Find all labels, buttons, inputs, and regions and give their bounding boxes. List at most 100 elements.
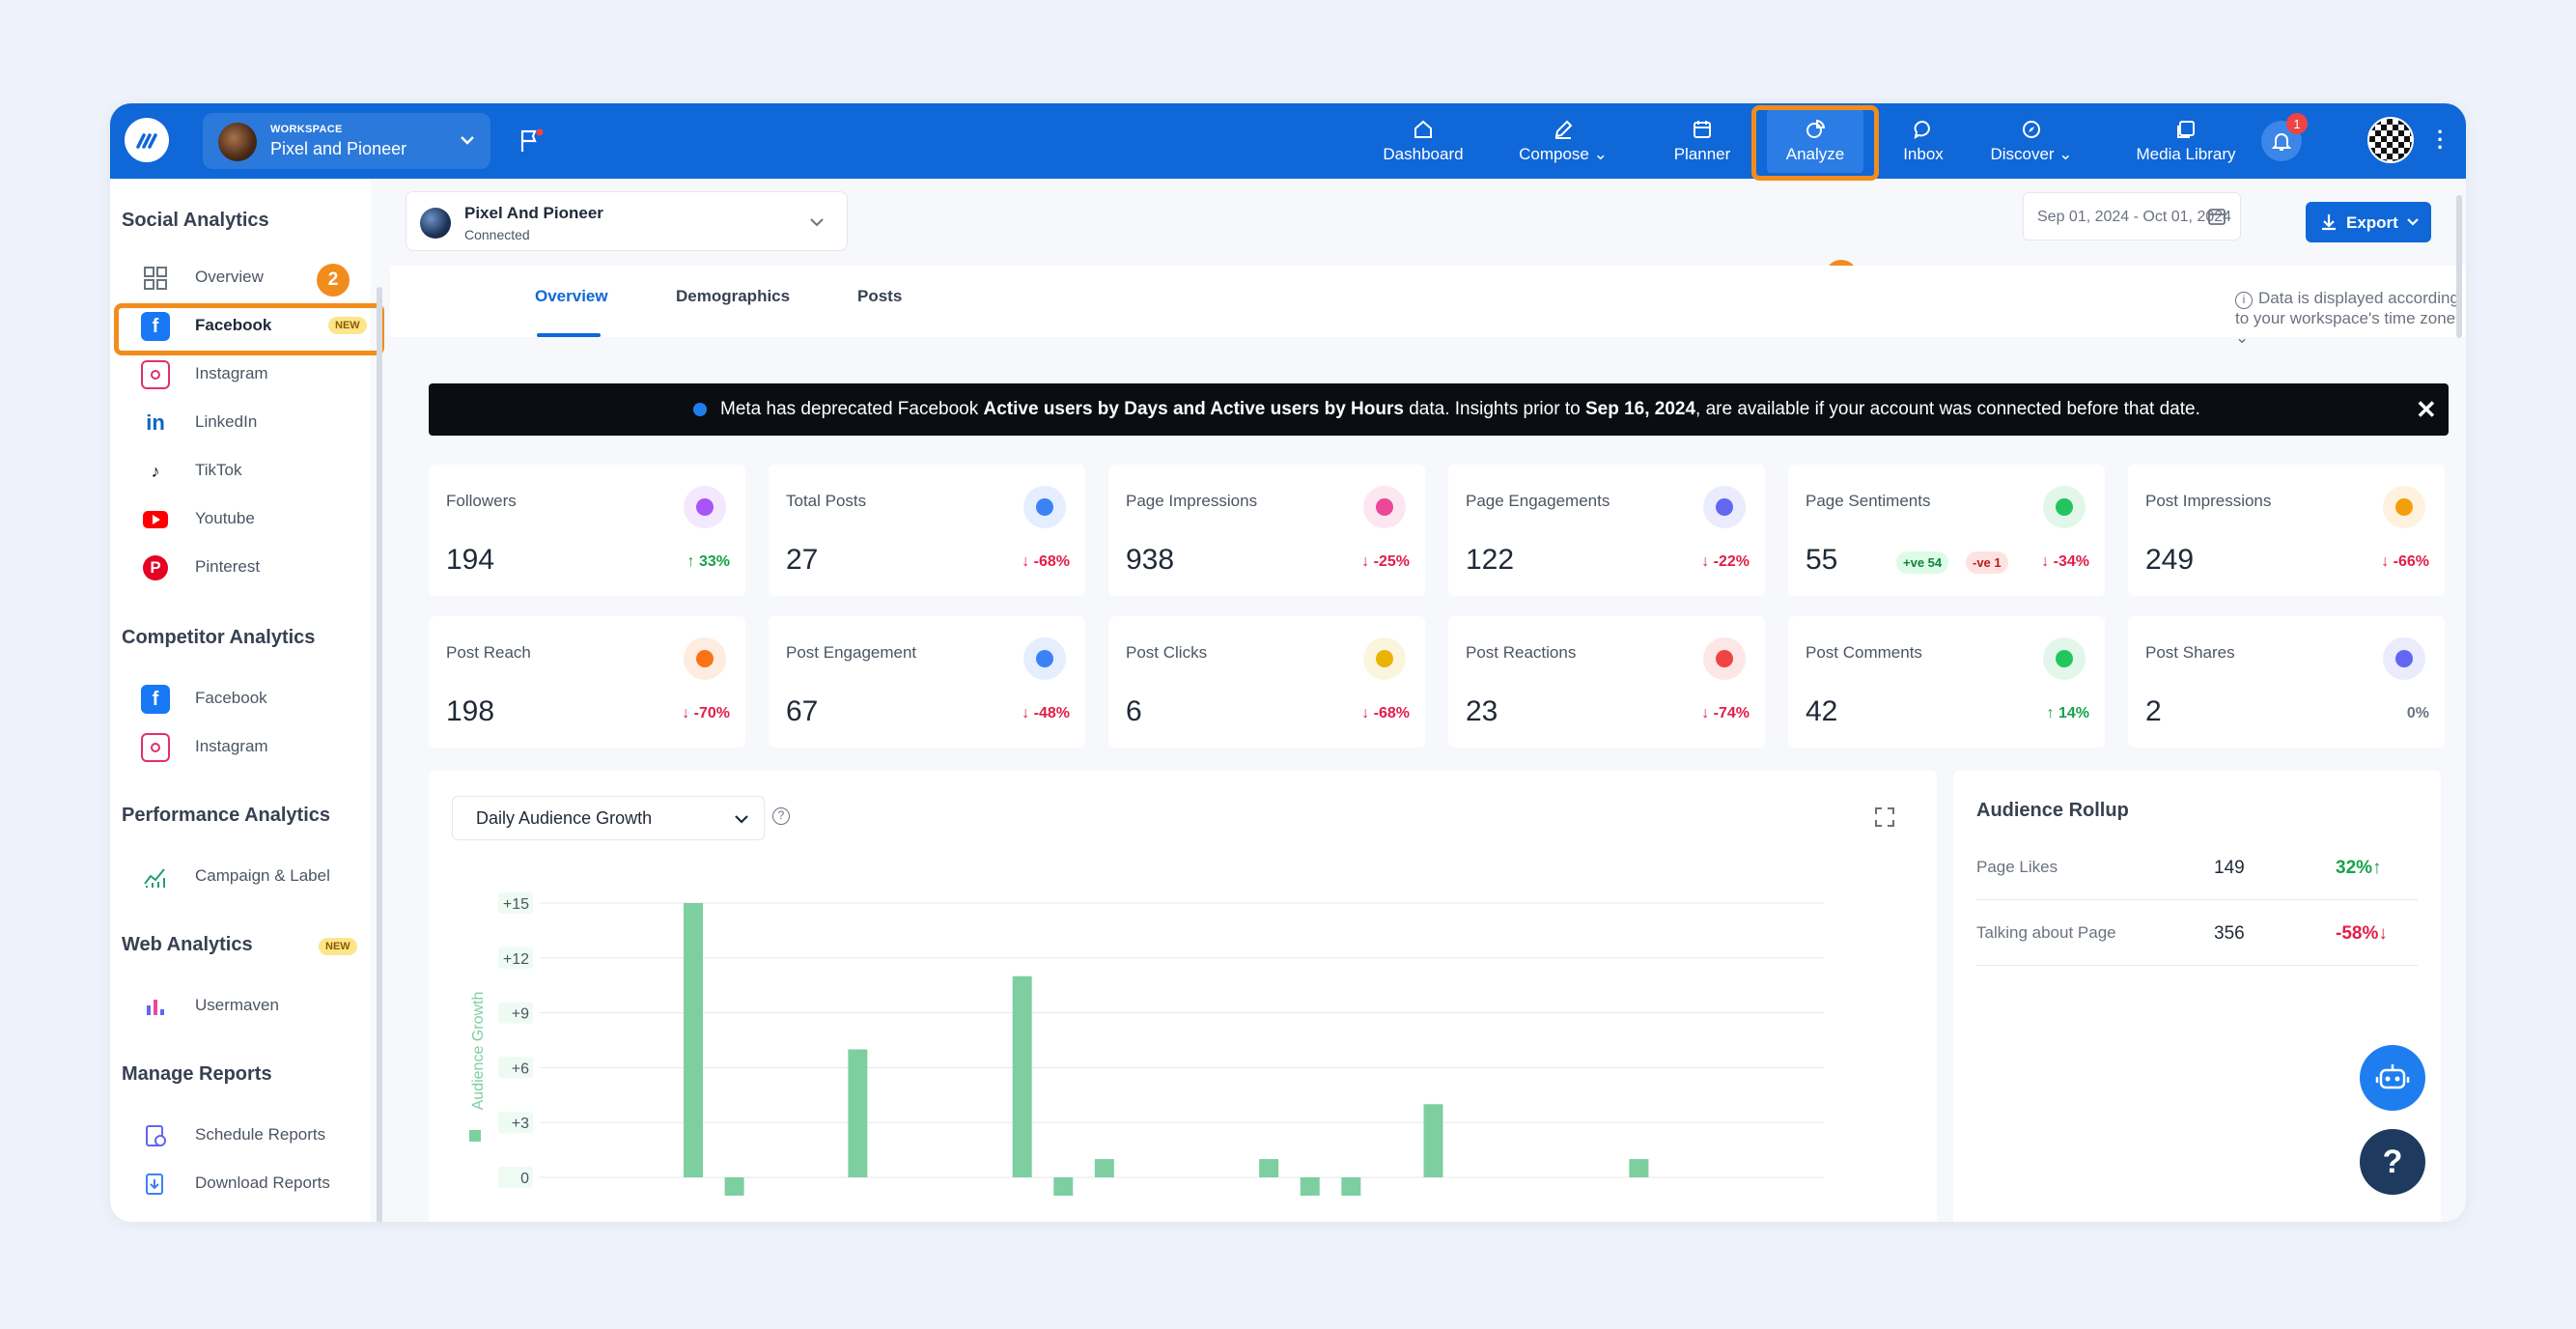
nav-inbox[interactable]: Inbox	[1894, 103, 1952, 179]
sidebar-item-competitor-facebook[interactable]: f Facebook	[122, 679, 382, 718]
nav-discover[interactable]: Discover ⌄	[1983, 103, 2080, 179]
chart-bar[interactable]	[1423, 1104, 1443, 1177]
facebook-icon: f	[141, 685, 170, 714]
sidebar-item-label: Instagram	[195, 364, 268, 382]
sidebar-item-label: Usermaven	[195, 996, 279, 1014]
section-title-reports: Manage Reports	[122, 1063, 272, 1085]
page-selector[interactable]: Pixel And Pioneer Connected	[406, 191, 848, 251]
instagram-icon	[141, 360, 170, 389]
sidebar-item-pinterest[interactable]: P Pinterest	[122, 548, 382, 586]
post-image-icon	[2383, 486, 2425, 528]
nav-dashboard[interactable]: Dashboard	[1383, 103, 1464, 179]
rollup-label: Talking about Page	[1976, 923, 2116, 942]
y-tick-bg	[498, 1057, 533, 1079]
chart-bar[interactable]	[1012, 976, 1032, 1177]
kpi-title: Post Reactions	[1466, 643, 1577, 662]
nav-media-library[interactable]: Media Library	[2118, 103, 2254, 179]
chart-bar[interactable]	[848, 1049, 868, 1177]
y-tick-bg	[498, 1002, 533, 1024]
sidebar-item-youtube[interactable]: Youtube	[122, 499, 382, 538]
sidebar-scrollbar[interactable]	[377, 287, 382, 1222]
export-button[interactable]: Export	[2306, 202, 2431, 242]
help-button[interactable]: ?	[2360, 1129, 2425, 1195]
comment-icon	[2043, 637, 2086, 680]
chart-bar[interactable]	[1053, 1177, 1074, 1196]
sidebar-item-competitor-instagram[interactable]: Instagram	[122, 727, 382, 766]
tab-demographics[interactable]: Demographics	[676, 287, 791, 305]
notifications-button[interactable]: 1	[2261, 113, 2308, 161]
tab-posts[interactable]: Posts	[857, 287, 903, 305]
sidebar-item-schedule-reports[interactable]: Schedule Reports	[122, 1116, 382, 1154]
rollup-value: 149	[2214, 858, 2245, 878]
nav-analyze[interactable]: Analyze	[1767, 109, 1863, 173]
date-range-picker[interactable]: Sep 01, 2024 - Oct 01, 2024	[2023, 192, 2241, 240]
close-icon[interactable]: ✕	[2416, 395, 2437, 424]
y-tick-label: +3	[512, 1116, 529, 1132]
workspace-switcher[interactable]: WORKSPACE Pixel and Pioneer	[203, 113, 490, 169]
kpi-change: ↓ -25%	[1361, 553, 1410, 570]
fullscreen-icon[interactable]	[1873, 806, 1896, 829]
nav-compose[interactable]: Compose ⌄	[1510, 103, 1616, 179]
new-badge: NEW	[319, 938, 357, 955]
group-icon	[1023, 637, 1066, 680]
chart-bar[interactable]	[1094, 1159, 1114, 1177]
sidebar-item-overview[interactable]: Overview	[122, 258, 382, 297]
rollup-change: -58%↓	[2336, 923, 2388, 944]
sidebar-item-usermaven[interactable]: Usermaven	[122, 986, 382, 1025]
chart-bar[interactable]	[684, 903, 704, 1177]
kpi-title: Total Posts	[786, 492, 867, 510]
notification-count: 1	[2286, 113, 2308, 134]
help-circle-icon[interactable]: ?	[772, 807, 790, 825]
flag-icon[interactable]	[516, 127, 545, 156]
kpi-card: Post Clicks 6 ↓ -68%	[1108, 616, 1425, 748]
y-tick-bg	[498, 1112, 533, 1134]
top-navigation-bar: WORKSPACE Pixel and Pioneer Dashboard Co…	[110, 103, 2466, 179]
tab-overview[interactable]: Overview	[535, 287, 608, 305]
kpi-value: 122	[1466, 544, 1515, 576]
page-avatar	[420, 208, 451, 239]
click-icon	[1363, 637, 1406, 680]
info-dot-icon	[693, 403, 707, 416]
chart-bar[interactable]	[1300, 1177, 1320, 1196]
legend-swatch	[469, 1130, 481, 1142]
new-badge: NEW	[328, 317, 367, 334]
timezone-note[interactable]: i Data is displayed according to your wor…	[2235, 289, 2460, 347]
audience-growth-chart: +15 +12 +9 +6 +3 0 Audience Growth	[469, 892, 1824, 1196]
step-2-marker: 2	[317, 264, 350, 297]
kpi-value: 2	[2145, 695, 2162, 727]
y-tick-label: 0	[520, 1171, 529, 1187]
nav-planner[interactable]: Planner	[1668, 103, 1736, 179]
kpi-card: Post Engagement 67 ↓ -48%	[769, 616, 1085, 748]
y-tick-label: +12	[503, 951, 529, 968]
sidebar-item-label: Campaign & Label	[195, 866, 330, 885]
robot-icon	[2375, 1064, 2410, 1089]
sidebar-item-linkedin[interactable]: in LinkedIn	[122, 403, 382, 441]
chevron-down-icon	[735, 815, 748, 824]
user-avatar[interactable]	[2367, 117, 2414, 163]
sidebar-item-facebook[interactable]: f Facebook NEW	[122, 306, 382, 345]
sidebar-item-campaign-label[interactable]: Campaign & Label	[122, 857, 382, 895]
chart-bar[interactable]	[1341, 1177, 1361, 1196]
kpi-title: Post Comments	[1806, 643, 1922, 662]
main-scrollbar[interactable]	[2456, 195, 2462, 338]
chart-bar[interactable]	[1259, 1159, 1279, 1177]
sidebar-item-instagram[interactable]: Instagram	[122, 354, 382, 393]
chart-bar[interactable]	[1629, 1159, 1649, 1177]
kpi-card: Page Engagements 122 ↓ -22%	[1448, 465, 1765, 596]
main-content: Pixel And Pioneer Connected 1 Sep 01, 20…	[390, 179, 2466, 1222]
kpi-change: ↓ -66%	[2381, 553, 2429, 570]
sidebar-item-download-reports[interactable]: Download Reports	[122, 1164, 382, 1202]
tiktok-icon: ♪	[151, 461, 160, 481]
app-window: WORKSPACE Pixel and Pioneer Dashboard Co…	[110, 103, 2466, 1222]
pinterest-icon: P	[141, 553, 170, 582]
kpi-value: 198	[446, 695, 495, 727]
positive-sentiment-pill: +ve 54	[1896, 551, 1949, 574]
chart-bar[interactable]	[724, 1177, 744, 1196]
sidebar-item-tiktok[interactable]: ♪ TikTok	[122, 451, 382, 490]
chart-metric-dropdown[interactable]: Daily Audience Growth	[452, 796, 765, 840]
ai-assistant-button[interactable]	[2360, 1045, 2425, 1111]
kpi-value: 42	[1806, 695, 1838, 727]
app-logo[interactable]	[125, 118, 169, 162]
more-menu-icon[interactable]: · · ·	[2437, 120, 2445, 159]
chevron-down-icon	[461, 136, 474, 145]
